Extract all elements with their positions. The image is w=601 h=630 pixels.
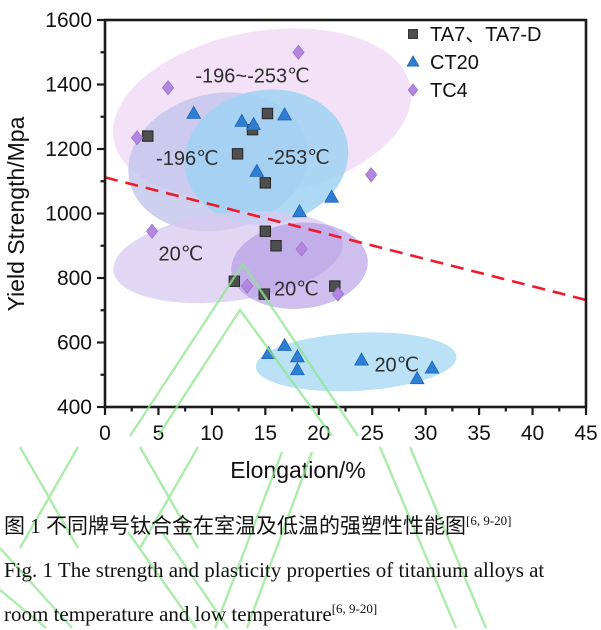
caption-zh-ref: [6, 9-20]: [466, 513, 512, 528]
data-point-triangle: [292, 203, 308, 218]
data-point-diamond: [292, 44, 305, 60]
y-tick-label: 1200: [45, 138, 92, 161]
y-tick-label: 1400: [45, 74, 92, 97]
data-point-square: [259, 225, 272, 237]
legend-marker-diamond: [407, 83, 419, 97]
x-tick-label: 45: [574, 422, 597, 445]
data-point-square: [261, 107, 274, 120]
data-point-triangle: [409, 370, 425, 385]
x-tick-label: 0: [99, 422, 111, 445]
data-point-square: [259, 177, 272, 189]
legend-marker-triangle: [406, 55, 420, 67]
legend-label: CT20: [430, 52, 479, 74]
data-point-diamond: [365, 167, 378, 183]
x-axis-title: Elongation/%: [230, 457, 366, 483]
y-tick-label: 400: [57, 396, 92, 419]
x-tick-label: 20: [307, 422, 330, 445]
temperature-label: 20℃: [374, 354, 419, 376]
data-point-square: [228, 275, 241, 287]
data-point-square: [270, 240, 282, 252]
y-tick-label: 1000: [45, 203, 92, 226]
data-point-triangle: [324, 189, 340, 203]
data-point-diamond: [161, 80, 175, 96]
caption-en-ref: [6, 9-20]: [331, 601, 378, 616]
caption-line-en-2: room temperature and low temperature[6, …: [4, 592, 598, 630]
caption-zh-text: 图 1 不同牌号钛合金在室温及低温的强塑性性能图: [4, 514, 466, 538]
temperature-label: 20℃: [274, 278, 319, 300]
legend: TA7、TA7-D CT20 TC4: [406, 24, 542, 102]
caption-line-en-1: Fig. 1 The strength and plasticity prope…: [4, 548, 598, 592]
data-point-triangle: [277, 107, 293, 121]
caption-en-line2: room temperature and low temperature: [4, 602, 332, 626]
data-point-triangle: [234, 113, 250, 127]
temperature-label: -196℃: [156, 148, 219, 170]
data-point-diamond: [130, 130, 144, 146]
scatter-plot: 0 5 10 15 20 25 30 35 40 45 400 600 800 1000 1200 1400 1…: [3, 9, 598, 483]
data-point-triangle: [246, 116, 262, 131]
y-axis-title: Yield Strength/Mpa: [3, 116, 29, 311]
x-tick-label: 25: [361, 422, 384, 445]
data-point-triangle: [424, 360, 440, 374]
x-tick-label: 35: [467, 422, 490, 445]
x-tick-label: 10: [200, 422, 223, 445]
caption-en-line1: Fig. 1 The strength and plasticity prope…: [4, 558, 545, 582]
x-tick-label: 30: [414, 422, 437, 445]
x-tick-label: 40: [521, 422, 544, 445]
y-tick-label: 600: [57, 332, 92, 355]
legend-label: TA7、TA7-D: [430, 24, 542, 46]
legend-label: TC4: [430, 80, 468, 102]
data-point-square: [142, 130, 154, 142]
figure-caption: 图 1 不同牌号钛合金在室温及低温的强塑性性能图[6, 9-20] Fig. 1…: [4, 504, 598, 630]
data-point-square: [231, 148, 244, 160]
x-tick-label: 15: [254, 422, 277, 445]
data-point-diamond: [145, 223, 159, 239]
caption-line-zh: 图 1 不同牌号钛合金在室温及低温的强塑性性能图[6, 9-20]: [4, 504, 598, 548]
data-point-triangle: [186, 105, 202, 119]
x-tick-label: 5: [153, 422, 165, 445]
region-minus253-zone: [184, 89, 349, 225]
legend-marker-square: [408, 29, 418, 39]
data-point-diamond: [295, 241, 308, 257]
temperature-label: -196~-253℃: [195, 65, 309, 87]
y-tick-label: 1600: [45, 9, 92, 32]
data-point-triangle: [249, 163, 265, 177]
data-point-square: [258, 288, 270, 300]
temperature-label: 20℃: [159, 243, 204, 265]
temperature-label: -253℃: [267, 147, 330, 169]
y-tick-label: 800: [57, 267, 92, 290]
